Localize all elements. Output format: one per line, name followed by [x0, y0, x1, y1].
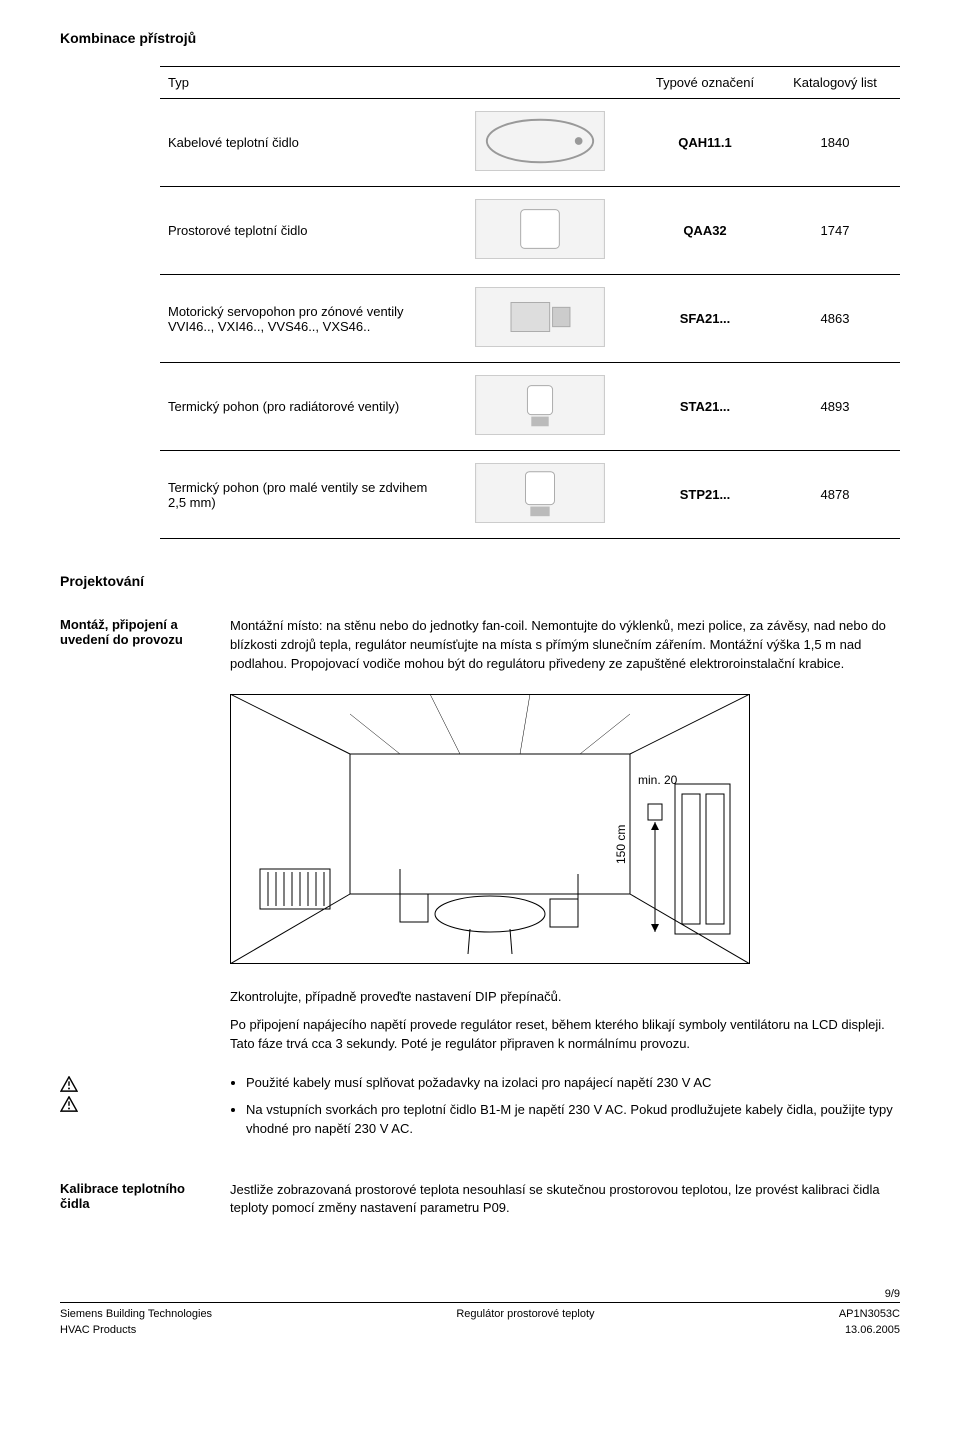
bullet-item: Na vstupních svorkách pro teplotní čidlo… [246, 1101, 900, 1139]
cell-list: 1747 [770, 187, 900, 275]
cell-code: SFA21... [640, 275, 770, 363]
cell-desc: Prostorové teplotní čidlo [160, 187, 440, 275]
product-illustration [475, 375, 605, 435]
page-title: Kombinace přístrojů [60, 30, 900, 46]
equipment-table: Typ Typové označení Katalogový list Kabe… [160, 66, 900, 539]
section-kalibrace: Kalibrace teplotního čidla Jestliže zobr… [60, 1181, 900, 1229]
th-type: Typ [160, 67, 440, 99]
product-illustration [475, 287, 605, 347]
cell-image [440, 363, 640, 451]
cell-list: 4878 [770, 451, 900, 539]
section-montaz: Montáž, připojení a uvedení do provozu M… [60, 617, 900, 1064]
cell-desc: Motorický servopohon pro zónové ventily … [160, 275, 440, 363]
table-row: Termický pohon (pro radiátorové ventily)… [160, 363, 900, 451]
footer-left: Siemens Building Technologies HVAC Produ… [60, 1307, 212, 1338]
cell-code: QAH11.1 [640, 99, 770, 187]
footer-docnum: AP1N3053C [839, 1307, 900, 1322]
cell-code: STP21... [640, 451, 770, 539]
warning-bullets: Použité kabely musí splňovat požadavky n… [230, 1074, 900, 1147]
body-paragraph: Montážní místo: na stěnu nebo do jednotk… [230, 617, 900, 674]
footer-division: HVAC Products [60, 1323, 212, 1338]
cell-desc: Termický pohon (pro malé ventily se zdvi… [160, 451, 440, 539]
warning-icons [60, 1074, 230, 1147]
cell-desc: Kabelové teplotní čidlo [160, 99, 440, 187]
illus-label-150cm: 150 cm [614, 824, 628, 863]
product-illustration [475, 199, 605, 259]
cell-image [440, 275, 640, 363]
bullet-item: Použité kabely musí splňovat požadavky n… [246, 1074, 900, 1093]
warning-triangle-icon [60, 1076, 78, 1092]
section-title-projektovani: Projektování [60, 573, 900, 589]
section-body: Montážní místo: na stěnu nebo do jednotk… [230, 617, 900, 1064]
warning-block: Použité kabely musí splňovat požadavky n… [60, 1074, 900, 1147]
warning-triangle-icon [60, 1096, 78, 1112]
table-row: Termický pohon (pro malé ventily se zdvi… [160, 451, 900, 539]
section-label-line: uvedení do provozu [60, 632, 230, 647]
cell-code: STA21... [640, 363, 770, 451]
footer-page-number: 9/9 [885, 1288, 900, 1300]
footer-date: 13.06.2005 [839, 1323, 900, 1338]
body-paragraph: Zkontrolujte, případně proveďte nastaven… [230, 988, 900, 1007]
room-illustration: min. 20 150 cm [230, 694, 750, 964]
cell-list: 4863 [770, 275, 900, 363]
cell-image [440, 99, 640, 187]
footer-company: Siemens Building Technologies [60, 1307, 212, 1322]
illus-label-min20: min. 20 [638, 773, 678, 787]
section-label-line: Kalibrace teplotního [60, 1181, 230, 1196]
product-illustration [475, 463, 605, 523]
table-row: Prostorové teplotní čidlo QAA32 1747 [160, 187, 900, 275]
section-label-line: čidla [60, 1196, 230, 1211]
section-body: Jestliže zobrazovaná prostorové teplota … [230, 1181, 900, 1229]
body-paragraph: Jestliže zobrazovaná prostorové teplota … [230, 1181, 900, 1219]
cell-image [440, 451, 640, 539]
th-image [440, 67, 640, 99]
cell-desc: Termický pohon (pro radiátorové ventily) [160, 363, 440, 451]
cell-list: 1840 [770, 99, 900, 187]
footer-right: AP1N3053C 13.06.2005 [839, 1307, 900, 1338]
section-label: Kalibrace teplotního čidla [60, 1181, 230, 1229]
section-label: Montáž, připojení a uvedení do provozu [60, 617, 230, 1064]
footer-rule [60, 1302, 900, 1303]
body-paragraph: Po připojení napájecího napětí provede r… [230, 1016, 900, 1054]
room-drawing-svg: min. 20 150 cm [230, 694, 750, 964]
section-label-line: Montáž, připojení a [60, 617, 230, 632]
table-row: Motorický servopohon pro zónové ventily … [160, 275, 900, 363]
cell-image [440, 187, 640, 275]
page-footer: 9/9 Siemens Building Technologies HVAC P… [60, 1288, 900, 1338]
th-code: Typové označení [640, 67, 770, 99]
cell-list: 4893 [770, 363, 900, 451]
table-row: Kabelové teplotní čidlo QAH11.1 1840 [160, 99, 900, 187]
product-illustration [475, 111, 605, 171]
th-list: Katalogový list [770, 67, 900, 99]
cell-code: QAA32 [640, 187, 770, 275]
footer-center: Regulátor prostorové teploty [212, 1307, 839, 1338]
table-header-row: Typ Typové označení Katalogový list [160, 67, 900, 99]
